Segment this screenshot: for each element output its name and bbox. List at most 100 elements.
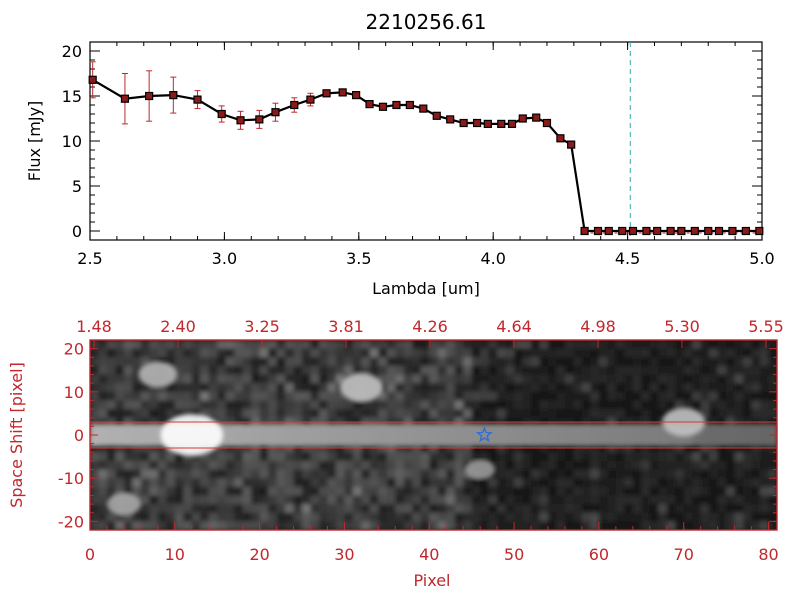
noise-cell [335, 478, 346, 488]
noise-cell [454, 486, 464, 497]
noise-cell [700, 357, 710, 367]
noise-cell [480, 478, 490, 488]
noise-cell [446, 348, 456, 358]
data-point [271, 108, 280, 117]
noise-cell [675, 512, 685, 522]
noise-cell [302, 409, 312, 419]
noise-cell [234, 521, 244, 530]
noise-cell [268, 357, 278, 367]
noise-cell [140, 512, 150, 522]
noise-cell [717, 383, 727, 393]
noise-cell [522, 409, 532, 419]
noise-cell [302, 495, 312, 505]
noise-cell [437, 383, 447, 393]
noise-cell [420, 478, 430, 488]
image-y-tick-label: 0 [74, 426, 84, 445]
noise-cell [140, 409, 150, 419]
noise-cell [149, 495, 159, 505]
source-blob [465, 459, 496, 480]
noise-cell [378, 512, 388, 522]
trace-cell [471, 424, 481, 446]
noise-cell [183, 348, 193, 358]
noise-cell [90, 340, 100, 350]
noise-cell [590, 452, 600, 462]
noise-cell [768, 452, 777, 462]
noise-cell [709, 374, 719, 384]
noise-cell [157, 383, 167, 393]
noise-cell [276, 469, 286, 479]
noise-cell [403, 340, 413, 350]
noise-cell [573, 340, 583, 350]
noise-cell [378, 374, 388, 384]
noise-cell [632, 460, 642, 471]
noise-cell [378, 486, 388, 497]
noise-cell [386, 357, 396, 367]
noise-cell [319, 495, 329, 505]
noise-cell [352, 400, 363, 410]
noise-cell [98, 452, 108, 462]
noise-cell [200, 478, 210, 488]
noise-cell [90, 391, 100, 402]
noise-cell [649, 374, 659, 384]
noise-cell [115, 409, 125, 419]
noise-cell [369, 512, 379, 522]
image-top-tick-label: 5.30 [664, 317, 700, 336]
noise-cell [751, 340, 761, 350]
noise-cell [760, 374, 770, 384]
trace-cell [598, 424, 608, 446]
noise-cell [132, 460, 142, 471]
noise-cell [505, 486, 515, 497]
image-x-tick-label: 50 [504, 545, 524, 564]
noise-cell [420, 469, 430, 479]
noise-cell [276, 348, 286, 358]
noise-cell [403, 504, 413, 514]
noise-cell [285, 504, 295, 514]
noise-cell [369, 452, 379, 462]
noise-cell [90, 374, 100, 384]
noise-cell [149, 478, 159, 488]
noise-cell [378, 504, 388, 514]
noise-cell [285, 486, 295, 497]
noise-cell [157, 478, 167, 488]
noise-cell [90, 486, 100, 497]
noise-cell [285, 495, 295, 505]
noise-cell [191, 409, 201, 419]
data-point [677, 226, 686, 236]
noise-cell [242, 460, 252, 471]
noise-cell [658, 521, 668, 530]
noise-cell [683, 512, 693, 522]
noise-cell [378, 383, 388, 393]
noise-cell [658, 374, 668, 384]
noise-cell [132, 521, 142, 530]
noise-cell [505, 383, 515, 393]
noise-cell [335, 340, 346, 350]
noise-cell [548, 486, 558, 497]
noise-cell [607, 512, 617, 522]
noise-cell [90, 460, 100, 471]
noise-cell [734, 357, 744, 367]
noise-cell [344, 400, 354, 410]
noise-cell [615, 495, 625, 505]
noise-cell [768, 469, 777, 479]
noise-cell [276, 521, 286, 530]
trace-cell [641, 424, 651, 446]
noise-cell [760, 452, 770, 462]
noise-cell [573, 357, 583, 367]
noise-cell [234, 409, 244, 419]
noise-cell [183, 486, 193, 497]
noise-cell [573, 512, 583, 522]
noise-cell [760, 478, 770, 488]
noise-cell [615, 469, 625, 479]
noise-cell [454, 383, 464, 393]
noise-cell [607, 374, 617, 384]
noise-cell [319, 460, 329, 471]
noise-cell [598, 478, 608, 488]
noise-cell [717, 348, 727, 358]
noise-cell [251, 391, 261, 402]
noise-cell [454, 452, 464, 462]
noise-cell [403, 512, 413, 522]
trace-cell [293, 424, 303, 446]
noise-cell [225, 452, 235, 462]
noise-cell [488, 409, 498, 419]
noise-cell [760, 486, 770, 497]
